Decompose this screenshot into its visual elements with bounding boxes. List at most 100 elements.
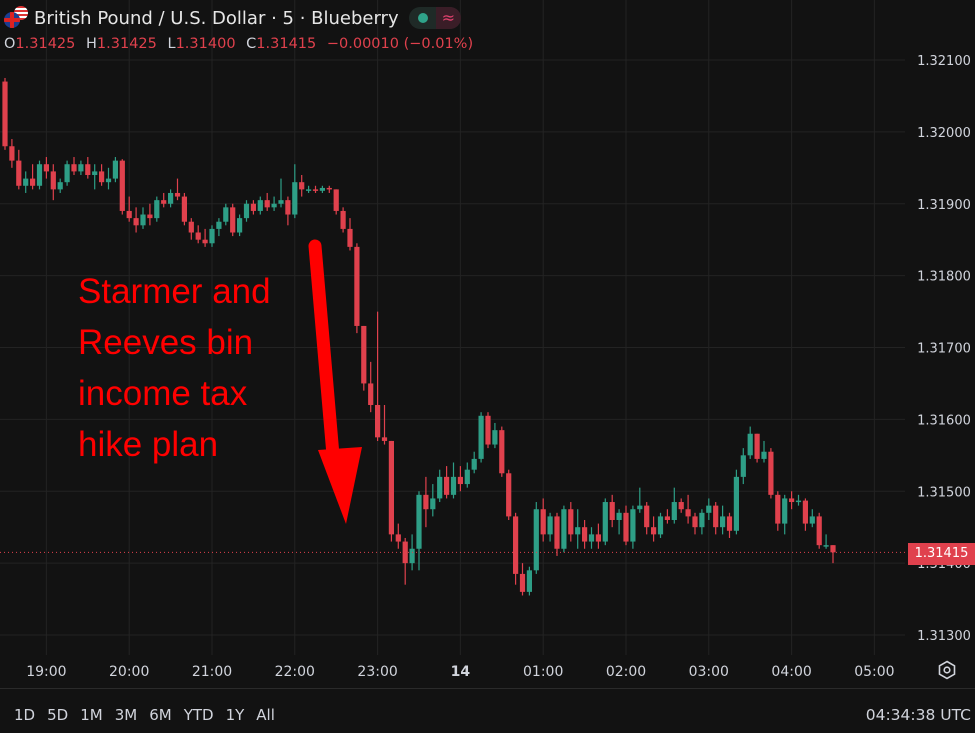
candle-body	[706, 505, 712, 513]
candle	[492, 422, 498, 449]
candle-body	[333, 189, 339, 211]
price-tick-label: 1.31600	[917, 413, 971, 428]
candle	[326, 185, 332, 193]
candle-body	[561, 509, 567, 549]
candle-body	[740, 455, 746, 477]
candle	[237, 214, 243, 237]
range-6m[interactable]: 6M	[149, 706, 172, 724]
candle	[464, 462, 470, 488]
price-chart[interactable]: 1.32100 1.32000 1.31900 1.31800 1.31700 1.316…	[0, 0, 975, 688]
candle-body	[492, 430, 498, 445]
candle-body	[602, 502, 608, 542]
annotation-text: Starmer and Reeves bin income tax hike p…	[78, 266, 271, 470]
candle-body	[795, 500, 802, 503]
candle	[568, 502, 574, 542]
candle-body	[720, 516, 726, 528]
candle	[616, 509, 622, 535]
candle	[16, 149, 22, 190]
range-5d[interactable]: 5D	[47, 706, 69, 724]
candle	[381, 405, 388, 445]
candle	[526, 566, 532, 596]
symbol-title: British Pound / U.S. Dollar · 5 · Bluebe…	[34, 7, 399, 29]
range-3m[interactable]: 3M	[114, 706, 138, 724]
candle	[71, 157, 77, 175]
candle-body	[133, 218, 139, 226]
candle-body	[381, 437, 388, 441]
candle	[747, 426, 753, 459]
candle	[485, 412, 491, 449]
candle-body	[92, 171, 98, 175]
time-tick-label: 20:00	[109, 664, 149, 680]
candle-body	[174, 192, 181, 197]
time-tick-label: 01:00	[523, 664, 563, 680]
symbol-header[interactable]: British Pound / U.S. Dollar · 5 · Bluebe…	[4, 6, 462, 30]
candle	[23, 171, 29, 193]
candle	[340, 207, 346, 233]
range-1d[interactable]: 1D	[14, 706, 36, 724]
candle-body	[250, 203, 256, 211]
candle	[547, 512, 553, 542]
price-tick-label: 1.32000	[917, 126, 971, 141]
close-value: 1.31415	[256, 36, 317, 52]
candle-body	[816, 516, 822, 546]
candle	[333, 189, 339, 215]
gbp-usd-flag-icon	[4, 6, 30, 30]
candle	[271, 196, 277, 211]
utc-clock[interactable]: 04:34:38 UTC	[865, 706, 971, 724]
price-tick-label: 1.31500	[917, 485, 971, 500]
candle-body	[57, 182, 63, 190]
candle-body	[216, 221, 222, 229]
candle	[533, 502, 539, 574]
candle-body	[457, 476, 463, 485]
candle-body	[64, 164, 70, 183]
range-all[interactable]: All	[256, 706, 275, 724]
candle-body	[437, 476, 443, 499]
time-axis[interactable]: 19:00 20:00 21:00 22:00 23:00 14 01:00 02:00 03:…	[26, 664, 894, 680]
range-1m[interactable]: 1M	[80, 706, 103, 724]
candle-body	[644, 505, 650, 528]
market-status-pill[interactable]: ≈	[408, 7, 462, 29]
candle	[140, 207, 146, 229]
candle-body	[285, 200, 291, 215]
candle-body	[188, 221, 194, 233]
candle	[506, 469, 512, 520]
candle-body	[423, 494, 429, 510]
candle-body	[609, 502, 615, 520]
candle-body	[678, 502, 684, 510]
candle	[519, 563, 526, 596]
candle	[319, 185, 325, 193]
candle-body	[126, 210, 132, 219]
candle	[112, 157, 118, 183]
candle	[768, 448, 774, 499]
candle-body	[588, 534, 595, 542]
candle	[775, 491, 781, 531]
candle-body	[347, 228, 353, 247]
candle	[671, 487, 677, 524]
candle	[188, 218, 194, 240]
candle	[664, 509, 670, 524]
candle	[395, 523, 401, 549]
range-1y[interactable]: 1Y	[225, 706, 245, 724]
candle-body	[30, 178, 36, 186]
candle-body	[306, 189, 312, 191]
range-ytd[interactable]: YTD	[183, 706, 214, 724]
candle	[602, 498, 608, 546]
candle	[9, 139, 15, 168]
candle	[644, 502, 650, 535]
candle	[354, 243, 360, 334]
candle	[375, 311, 381, 441]
candle-body	[154, 200, 160, 219]
candle	[609, 494, 615, 528]
candle	[651, 516, 657, 542]
settings-gear-icon[interactable]	[937, 660, 957, 680]
time-tick-label: 19:00	[26, 664, 66, 680]
candle-body	[809, 516, 815, 524]
candle-body	[513, 516, 519, 574]
candle	[733, 469, 739, 535]
annotation-line: Starmer and	[78, 272, 271, 311]
candle	[161, 192, 167, 208]
open-label: O	[4, 36, 16, 52]
candle-body	[119, 160, 125, 211]
high-value: 1.31425	[96, 36, 157, 52]
price-axis[interactable]: 1.32100 1.32000 1.31900 1.31800 1.31700 1.316…	[917, 54, 971, 644]
